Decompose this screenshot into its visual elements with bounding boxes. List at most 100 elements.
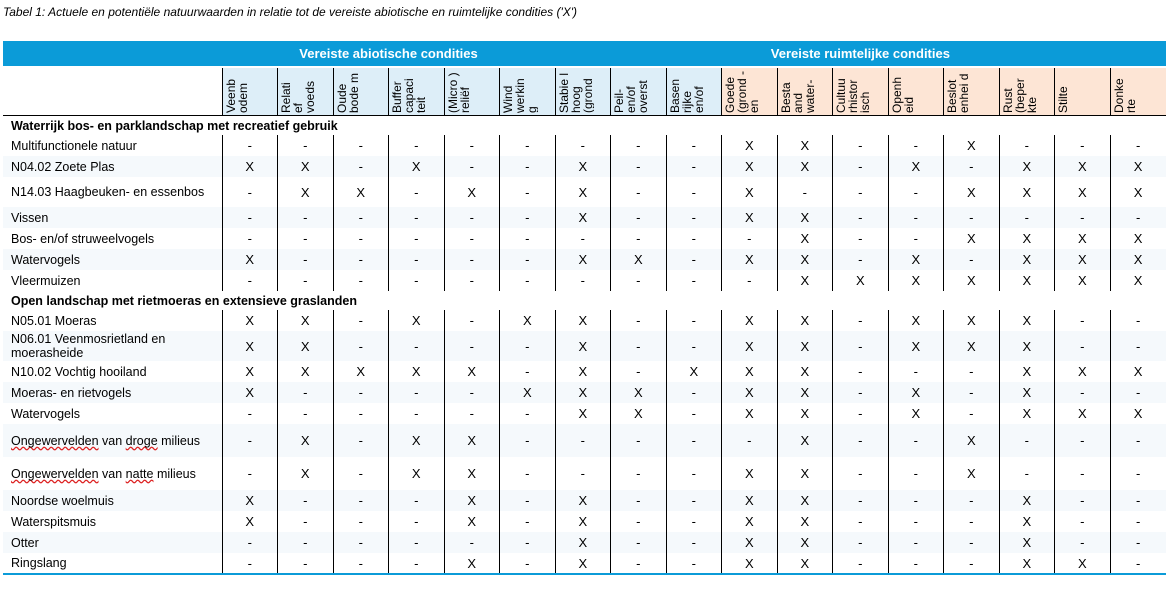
table-cell: - <box>832 382 889 403</box>
table-cell: - <box>388 228 444 249</box>
table-cell: - <box>665 532 722 553</box>
table-cell: - <box>332 403 389 424</box>
table-cell: - <box>1109 553 1166 575</box>
table-cell: - <box>665 511 722 532</box>
table-cell: X <box>554 361 611 382</box>
column-header-label: Stabie l hoog (grond <box>557 72 594 113</box>
table-cell: - <box>332 310 389 331</box>
table-cell: - <box>943 382 1000 403</box>
table-cell: - <box>832 532 889 553</box>
table-cell: X <box>554 511 611 532</box>
table-cell: - <box>499 532 556 553</box>
table-cell: - <box>1109 457 1166 490</box>
table-cell: X <box>776 457 833 490</box>
table-cell: - <box>832 361 889 382</box>
table-cell: X <box>721 177 778 207</box>
table-cell: - <box>887 207 944 228</box>
table-cell: - <box>388 403 444 424</box>
table-cell: X <box>943 424 1000 457</box>
table-cell: - <box>1109 331 1166 361</box>
table-cell: X <box>887 382 944 403</box>
table-cell: - <box>221 270 278 291</box>
table-cell: X <box>721 403 778 424</box>
table-cell: X <box>721 156 778 177</box>
table-cell: - <box>610 156 667 177</box>
table-cell: X <box>221 361 278 382</box>
table-cell: X <box>277 177 333 207</box>
table-cell: X <box>554 490 611 511</box>
table-cell: X <box>721 490 778 511</box>
table-cell: X <box>943 135 1000 156</box>
table-cell: - <box>332 424 389 457</box>
table-cell: X <box>277 361 333 382</box>
table-cell: X <box>388 156 444 177</box>
table-cell: - <box>610 511 667 532</box>
table-cell: - <box>277 382 333 403</box>
table-cell: - <box>665 553 722 575</box>
row-label: Watervogels <box>11 406 81 421</box>
table-cell: - <box>332 553 389 575</box>
table-cell: - <box>776 177 833 207</box>
table-row: Bos- en/of struweelvogels - - - - - - - - - - X - - X X… <box>3 228 1166 249</box>
table-cell: - <box>443 228 500 249</box>
column-header-label: Besta and water- <box>779 79 816 113</box>
table-cell: - <box>832 511 889 532</box>
table-cell: - <box>887 532 944 553</box>
row-label: N06.01 Veenmosrietland en moerasheide <box>3 331 222 361</box>
column-header: (Micro ) reliëf <box>443 67 500 116</box>
table-cell: - <box>443 310 500 331</box>
table-cell: - <box>887 511 944 532</box>
table-cell: - <box>443 403 500 424</box>
table-cell: - <box>721 424 778 457</box>
table-cell: X <box>388 457 444 490</box>
table-cell: - <box>943 532 1000 553</box>
table-row: N05.01 Moeras X X - X - X X - - X X - X X X - - <box>3 310 1166 331</box>
table-cell: - <box>1054 490 1111 511</box>
table-cell: X <box>721 135 778 156</box>
column-header-label: Cultuu rhistor isch <box>835 78 872 113</box>
table-cell: X <box>998 228 1055 249</box>
table-cell: X <box>443 490 500 511</box>
table-cell: - <box>388 135 444 156</box>
table-cell: X <box>221 331 278 361</box>
table-cell: - <box>943 361 1000 382</box>
table-cell: - <box>277 249 333 270</box>
table-cell: X <box>443 177 500 207</box>
column-header: Relati ef voeds <box>277 67 333 116</box>
table-cell: X <box>1109 361 1166 382</box>
table-cell: - <box>1054 310 1111 331</box>
table-cell: - <box>1054 457 1111 490</box>
table-cell: - <box>610 532 667 553</box>
table-cell: - <box>832 156 889 177</box>
table-cell: X <box>610 249 667 270</box>
table-cell: X <box>443 553 500 575</box>
table-cell: - <box>610 228 667 249</box>
table-cell: - <box>665 207 722 228</box>
table-cell: - <box>887 135 944 156</box>
table-cell: - <box>943 156 1000 177</box>
table-cell: - <box>443 382 500 403</box>
table-cell: X <box>943 177 1000 207</box>
table-cell: - <box>221 532 278 553</box>
table-cell: - <box>665 228 722 249</box>
table-cell: - <box>332 270 389 291</box>
table-cell: X <box>943 331 1000 361</box>
column-header-label: Wind werkin g <box>502 78 538 113</box>
table-cell: - <box>887 490 944 511</box>
table-cell: - <box>610 331 667 361</box>
table-cell: X <box>776 490 833 511</box>
table-row: Watervogels X - - - - - X X - X X - X - X X X <box>3 249 1166 270</box>
table-cell: - <box>554 457 611 490</box>
table-cell: X <box>776 249 833 270</box>
table-cell: X <box>998 310 1055 331</box>
table-cell: X <box>277 331 333 361</box>
table-cell: X <box>221 249 278 270</box>
table-cell: X <box>1109 403 1166 424</box>
table-cell: X <box>776 331 833 361</box>
table-cell: - <box>388 490 444 511</box>
table-cell: - <box>1054 331 1111 361</box>
table-cell: X <box>1054 553 1111 575</box>
table-cell: X <box>499 310 556 331</box>
table-cell: - <box>221 424 278 457</box>
table-cell: - <box>332 156 389 177</box>
